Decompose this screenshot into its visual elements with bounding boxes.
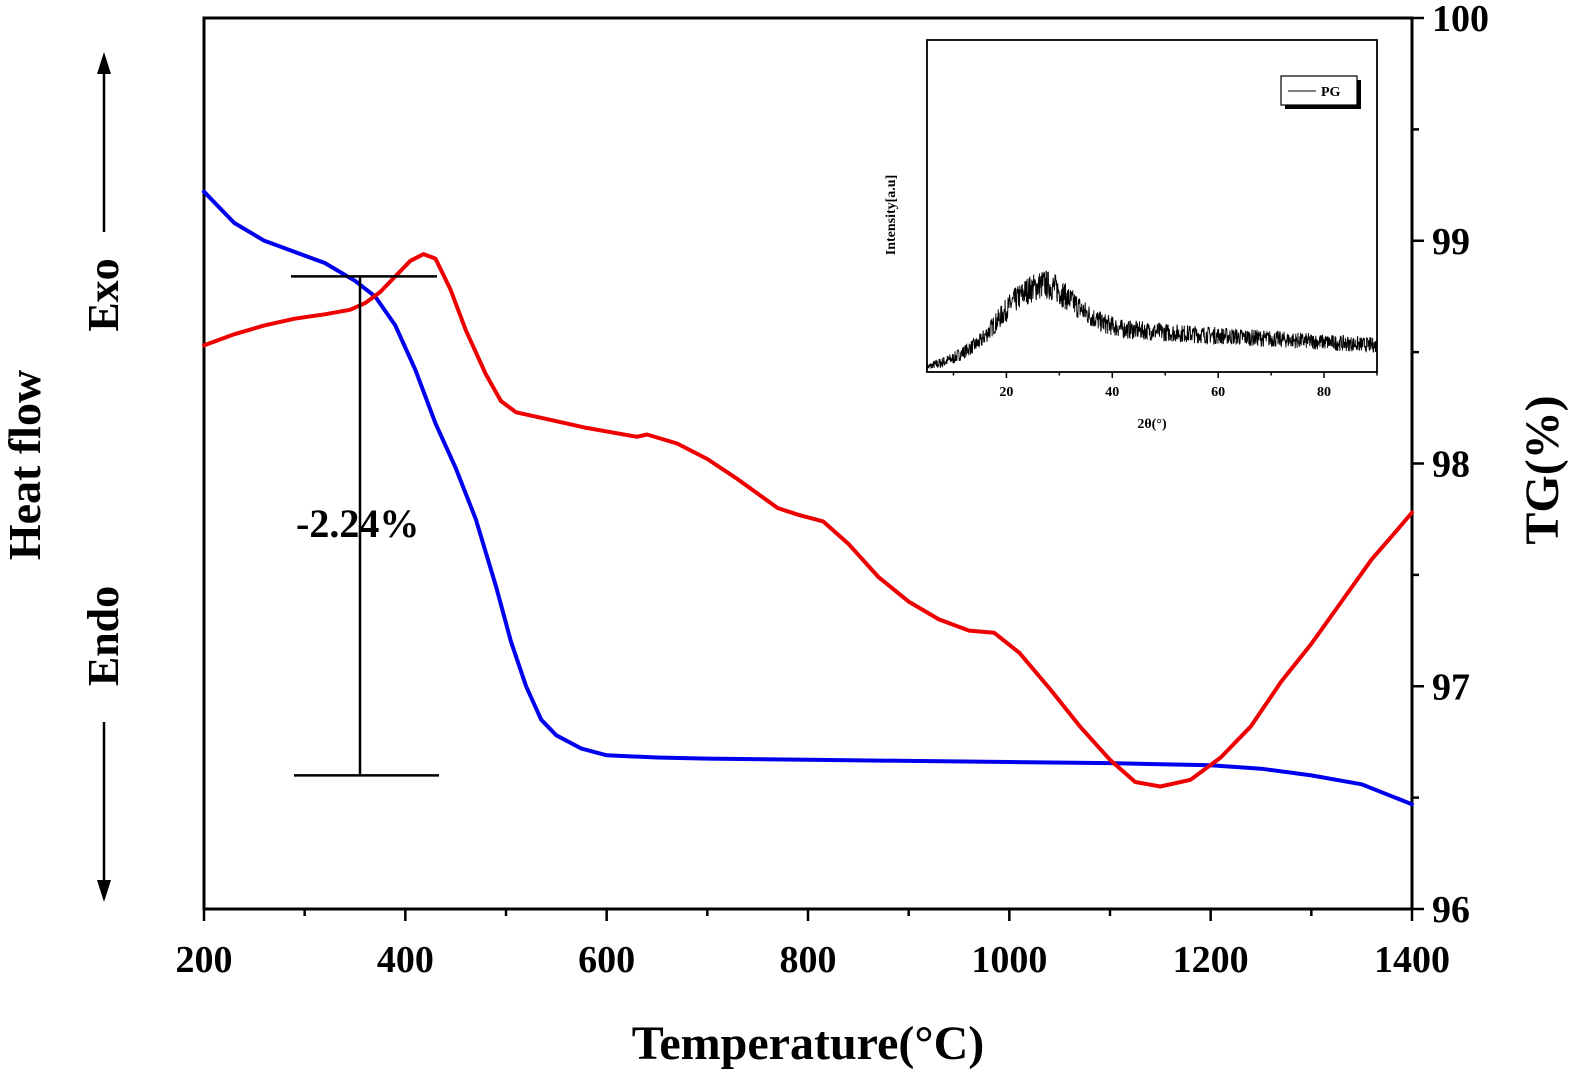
heat-flow-axis: Heat flow Exo Endo	[0, 52, 128, 902]
exo-arrow-icon	[97, 52, 111, 74]
right-tick-label: 96	[1432, 889, 1470, 931]
endo-arrow-icon	[97, 880, 111, 902]
mass-loss-annotation: -2.24%	[291, 275, 439, 777]
x-tick-label: 1000	[971, 939, 1047, 981]
dsc-curve	[202, 252, 1414, 789]
inset-xrd-trace	[926, 270, 1378, 370]
left-axis-title: Heat flow	[0, 370, 50, 560]
right-axis-tick-labels: 96 97 98 99 100	[1432, 0, 1489, 931]
right-tick-label: 98	[1432, 444, 1470, 486]
xrd-inset: 20 40 60 80 2θ(°) Intensity[a.u] PG	[884, 39, 1378, 432]
x-axis-ticks	[202, 909, 1414, 921]
x-tick-label: 800	[780, 939, 837, 981]
endo-label: Endo	[79, 586, 128, 686]
x-tick-label: 1200	[1173, 939, 1249, 981]
inset-y-axis-title: Intensity[a.u]	[884, 175, 899, 256]
annotation-label: -2.24%	[296, 501, 419, 546]
right-tick-label: 100	[1432, 0, 1489, 40]
right-axis-title: TG(%)	[1516, 395, 1569, 544]
x-axis-title: Temperature(°C)	[632, 1017, 984, 1070]
inset-x-tick-labels: 20 40 60 80	[999, 385, 1331, 400]
inset-legend: PG	[1280, 75, 1361, 109]
inset-legend-label: PG	[1321, 85, 1341, 100]
inset-x-tick-label: 40	[1105, 385, 1119, 400]
exo-label: Exo	[79, 258, 128, 331]
x-tick-label: 400	[377, 939, 434, 981]
tg-curve	[202, 189, 1414, 807]
right-tick-label: 99	[1432, 221, 1470, 263]
right-tick-label: 97	[1432, 666, 1470, 708]
x-axis-tick-labels: 200 400 600 800 1000 1200 1400	[176, 939, 1451, 981]
inset-x-tick-label: 80	[1317, 385, 1331, 400]
x-tick-label: 1400	[1374, 939, 1450, 981]
inset-x-axis-title: 2θ(°)	[1137, 417, 1167, 432]
inset-x-tick-label: 20	[999, 385, 1013, 400]
inset-series-layer	[926, 270, 1378, 370]
x-tick-label: 200	[176, 939, 233, 981]
x-tick-label: 600	[578, 939, 635, 981]
right-axis-ticks	[1412, 16, 1424, 911]
series-layer	[202, 189, 1414, 807]
inset-x-ticks	[952, 372, 1378, 378]
inset-x-tick-label: 60	[1211, 385, 1225, 400]
